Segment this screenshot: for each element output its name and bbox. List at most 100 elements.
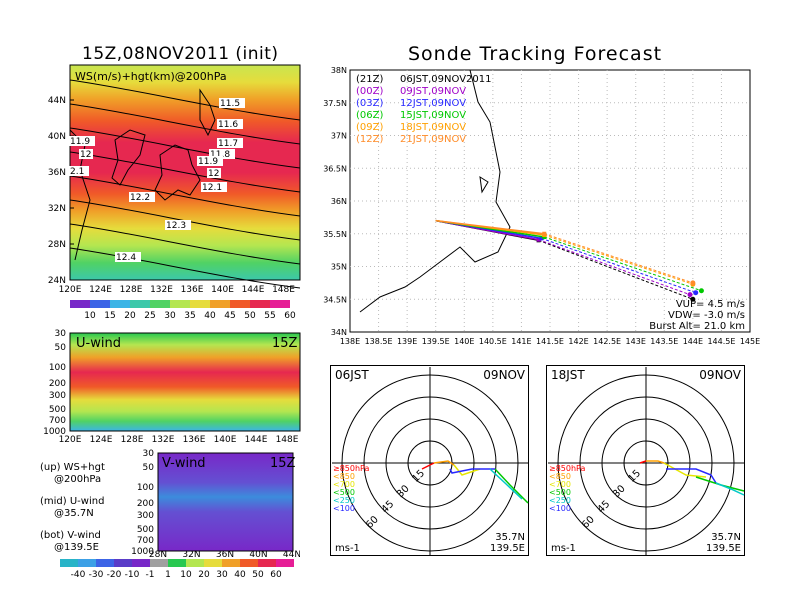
legend-up2: @200hPa	[54, 474, 102, 485]
uwind-label: U-wind	[76, 336, 121, 351]
v-colorbar-tick: 50	[252, 570, 264, 580]
map-lon-tick: 148E	[272, 285, 295, 295]
vwind-p-tick: 700	[137, 536, 154, 546]
legend-code: (12Z)	[356, 134, 383, 145]
track-y-tick: 36N	[331, 197, 347, 206]
burst-text: Burst Alt= 21.0 km	[649, 321, 745, 332]
map-lon-tick: 144E	[242, 285, 265, 295]
panel-legend: (up) WS+hgt @200hPa (mid) U-wind @35.7N …	[40, 462, 105, 554]
legend-bot1: (bot) V-wind	[40, 530, 101, 541]
track-y-tick: 34.5N	[323, 295, 347, 304]
contour-label: 11.9	[198, 157, 218, 167]
island-outline	[479, 176, 489, 194]
v-colorbar-tick: -40	[71, 570, 86, 580]
landing-point	[690, 296, 696, 302]
uwind-p-tick: 700	[49, 416, 66, 426]
track-y-tick: 35.5N	[323, 230, 347, 239]
descent-track	[544, 234, 694, 285]
hodo-plevel: <500	[549, 488, 571, 497]
descent-track	[541, 237, 696, 294]
contour-label: 12.1	[202, 183, 222, 193]
track-x-tick: 144.5E	[707, 337, 735, 346]
height-contour	[69, 103, 301, 145]
height-contour	[69, 127, 301, 169]
uwind-p-tick: 30	[55, 329, 67, 339]
vwind-lat-tick: 36N	[216, 550, 234, 557]
vwind-p-tick: 200	[137, 499, 154, 509]
contour-label: 2.1	[70, 167, 84, 177]
hodo-lon: 139.5E	[706, 543, 741, 554]
colorbar-swatch	[190, 300, 210, 308]
map-lat-tick: 40N	[48, 132, 66, 142]
uwind-p-tick: 300	[49, 391, 66, 401]
uwind-lon-tick: 148E	[276, 435, 299, 445]
burst-point	[536, 237, 541, 242]
vwind-p-tick: 1000	[131, 547, 154, 557]
vwind-label: V-wind	[162, 456, 206, 471]
v-colorbar-swatch	[222, 559, 240, 567]
track-y-tick: 37.5N	[323, 99, 347, 108]
map-lat-tick: 24N	[48, 276, 66, 286]
map-lon-tick: 132E	[150, 285, 173, 295]
wind-speed-map: WS(m/s)+hgt(km)@200hPa 44N 40N 36N 32N 28N 24…	[48, 64, 301, 295]
v-colorbar-tick: -10	[125, 570, 140, 580]
uwind-lon-tick: 136E	[183, 435, 206, 445]
v-colorbar-tick: -1	[146, 570, 155, 580]
hodo-plevel: <850	[333, 472, 355, 481]
track-x-tick: 139.5E	[422, 337, 450, 346]
track-x-tick: 143E	[626, 337, 646, 346]
hodo-lat: 35.7N	[711, 532, 741, 543]
track-x-tick: 142.5E	[593, 337, 621, 346]
colorbar-tick: 25	[144, 311, 155, 321]
burst-point	[539, 236, 544, 241]
contour-label: 11.8	[210, 150, 230, 160]
uwind-lon-tick: 144E	[245, 435, 268, 445]
contour-label: 12	[80, 150, 91, 160]
landing-point	[698, 288, 704, 294]
hodo-trace	[449, 468, 495, 474]
legend-time: 09JST,09NOV	[400, 86, 466, 97]
map-lat-tick: 32N	[48, 204, 66, 214]
colorbar-swatch	[270, 300, 290, 308]
v-colorbar-tick: 30	[216, 570, 228, 580]
tracking-chart: 138E 138.5E 139E 139.5E 140E 140.5E 141E 141.5E…	[323, 66, 760, 346]
height-contour	[69, 247, 301, 289]
hodo-trace	[453, 464, 481, 476]
track-x-tick: 138E	[340, 337, 360, 346]
map-lat-tick: 44N	[48, 96, 66, 106]
hodo-lat: 35.7N	[495, 532, 525, 543]
contour-label: 11.7	[218, 139, 238, 149]
descent-track	[544, 233, 694, 284]
colorbar-swatch	[250, 300, 270, 308]
legend-time: 18JST,09NOV	[400, 122, 466, 133]
hodo-trace	[639, 460, 647, 464]
uwind-lon-tick: 128E	[121, 435, 144, 445]
hodo-lon: 139.5E	[490, 543, 525, 554]
v-colorbar-swatch	[150, 559, 168, 567]
hodo-date: 09NOV	[483, 368, 525, 382]
track-x-tick: 139E	[397, 337, 417, 346]
vwind-lat-tick: 28N	[149, 550, 167, 557]
colorbar-tick: 55	[264, 311, 275, 321]
v-colorbar-swatch	[60, 559, 78, 567]
colorbar-swatch	[150, 300, 170, 308]
map-lon-tick: 120E	[59, 285, 82, 295]
v-colorbar-swatch	[204, 559, 222, 567]
legend-code: (06Z)	[356, 110, 383, 121]
descent-track	[538, 239, 691, 296]
colorbar-tick: 35	[184, 311, 195, 321]
contour-label: 12.3	[166, 221, 186, 231]
ascent-track	[435, 219, 545, 235]
colorbar-swatch	[210, 300, 230, 308]
v-colorbar-swatch	[186, 559, 204, 567]
hodo-trace	[663, 462, 707, 478]
legend-code: (09Z)	[356, 122, 383, 133]
map-label: WS(m/s)+hgt(km)@200hPa	[75, 70, 227, 83]
vwind-frame	[157, 452, 294, 552]
hodo-plevel: ≥850hPa	[333, 464, 370, 473]
colorbar-swatch	[70, 300, 90, 308]
hodo-date: 09NOV	[699, 368, 741, 382]
colorbar-swatch	[110, 300, 130, 308]
v-colorbar-swatch	[168, 559, 186, 567]
